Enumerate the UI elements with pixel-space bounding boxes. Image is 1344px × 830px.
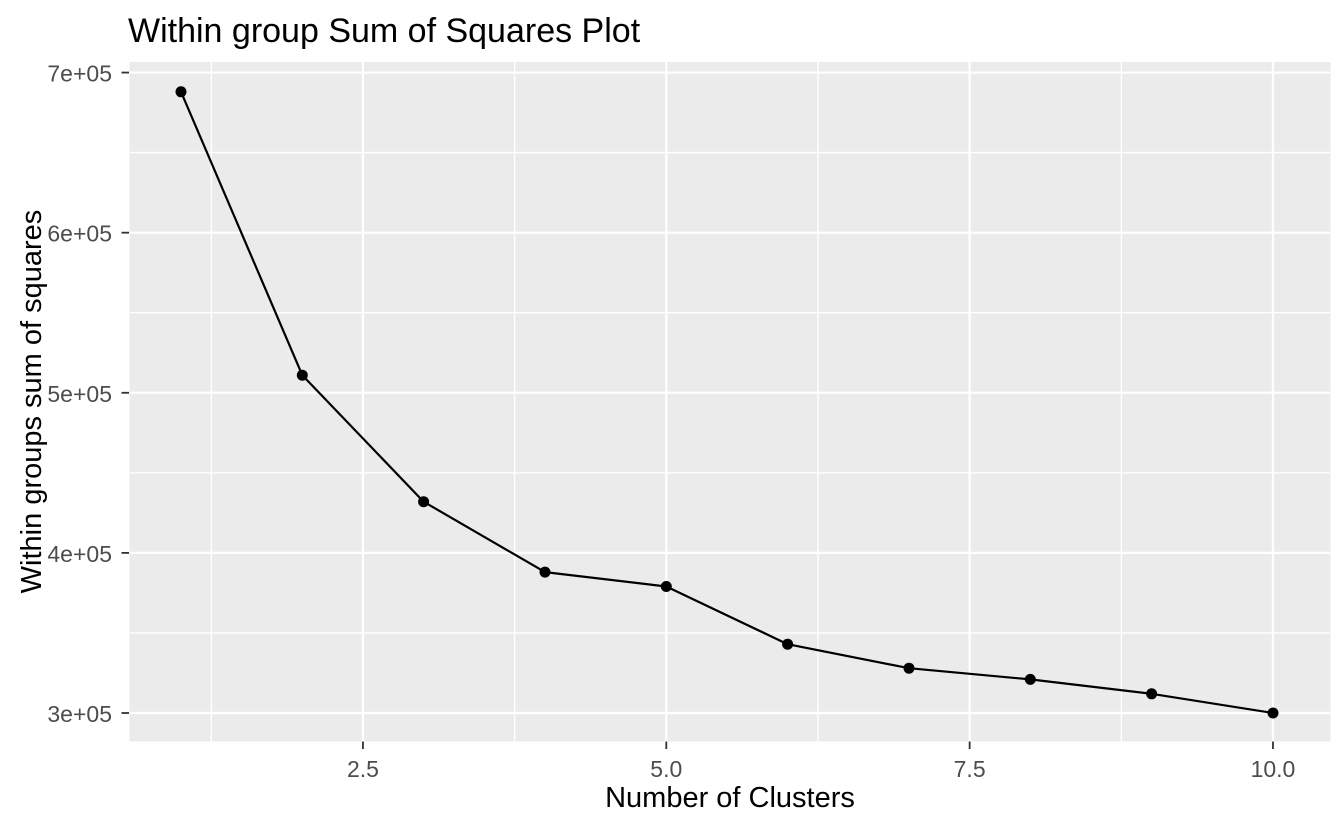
x-tick-label: 7.5: [954, 756, 986, 782]
x-tick-label: 5.0: [650, 756, 682, 782]
panel-background: [129, 62, 1331, 742]
data-point: [539, 566, 551, 578]
series-line: [179, 90, 1275, 715]
data-point: [782, 638, 794, 650]
chart-title: Within group Sum of Squares Plot: [128, 12, 641, 50]
data-point: [1146, 688, 1158, 700]
data-point: [296, 369, 308, 381]
plot-panel: 2.5 5.0 7.5 10.0 3e+05 4e+05 5e+05 6e+05 7e+05: [47, 61, 1331, 782]
y-tick-label: 3e+05: [47, 701, 112, 727]
x-tick-label: 10.0: [1251, 756, 1296, 782]
data-point: [903, 662, 915, 674]
data-point: [1267, 707, 1279, 719]
y-tick-label: 6e+05: [47, 221, 112, 247]
data-point: [660, 581, 672, 592]
data-point: [418, 496, 430, 508]
data-point: [175, 86, 187, 98]
x-axis-title: Number of Clusters: [605, 782, 855, 814]
x-tick-label: 2.5: [347, 756, 379, 782]
y-tick-label: 7e+05: [47, 61, 112, 87]
y-tick-label: 5e+05: [47, 381, 112, 407]
y-axis-title: Within groups sum of squares: [16, 210, 48, 594]
y-tick-label: 4e+05: [47, 541, 112, 567]
data-point: [1024, 673, 1036, 685]
